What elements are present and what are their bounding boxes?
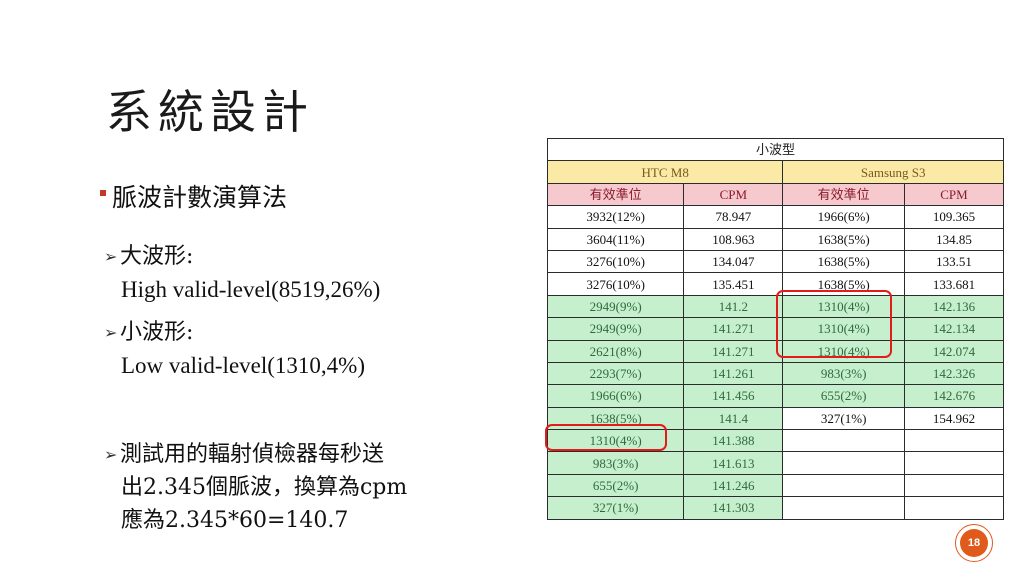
table-cell: 142.676: [903, 384, 1005, 408]
slide-title: 系統設計: [106, 85, 314, 139]
table-row: 2949(9%) 141.2 1310(4%) 142.136: [546, 294, 1005, 319]
table-cell: 141.271: [683, 339, 784, 363]
highlight-box-htc: [545, 424, 667, 451]
table-cell: 1638(5%): [782, 227, 905, 251]
table-cell: 1966(6%): [546, 384, 685, 408]
square-bullet-icon: [100, 190, 106, 196]
table-cell: [903, 451, 1005, 475]
table-cell: 141.388: [683, 429, 784, 453]
table-cell: 133.51: [903, 249, 1005, 274]
table-cell: 108.963: [683, 227, 784, 251]
note-line-3: 應為2.345*60=140.7: [121, 508, 349, 533]
table-cell: 983(3%): [546, 451, 685, 475]
page-number: 18: [960, 529, 988, 557]
bullet-list: 脈波計數演算法 ➢ 大波形: High valid-level(8519,26%…: [100, 178, 540, 537]
arrow-bullet-icon: ➢: [104, 445, 118, 464]
table-cell: 141.261: [683, 361, 784, 386]
table-cell: 3276(10%): [546, 249, 685, 274]
table-cell: 327(1%): [546, 496, 685, 520]
table-cell: 1966(6%): [782, 205, 905, 229]
table-cell: [782, 473, 905, 498]
table-cell: 3604(11%): [546, 227, 685, 251]
note-line-2: 出2.345個脈波，換算為cpm: [121, 475, 408, 500]
table-cell: [903, 429, 1005, 453]
small-wave-value: Low valid-level(1310,4%): [121, 353, 365, 378]
table-row: 3604(11%) 108.963 1638(5%) 134.85: [546, 227, 1005, 251]
table-cell: 655(2%): [546, 473, 685, 498]
column-header: 有效準位: [782, 182, 905, 207]
table-cell: 2949(9%): [546, 317, 685, 341]
device-samsung-s3: Samsung S3: [782, 160, 1004, 184]
highlight-box-samsung: [776, 290, 892, 358]
table-cell: 109.365: [903, 205, 1005, 229]
table-row: 2949(9%) 141.271 1310(4%) 142.134: [546, 317, 1005, 341]
bullet-main: 脈波計數演算法: [100, 178, 540, 214]
table-cell: 1310(4%): [782, 294, 905, 319]
table-cell: 78.947: [683, 205, 784, 229]
arrow-bullet-icon: ➢: [104, 323, 118, 342]
column-header: CPM: [903, 182, 1005, 207]
table-cell: [782, 451, 905, 475]
table-row: 1966(6%) 141.456 655(2%) 142.676: [546, 384, 1005, 408]
table-cell: [782, 496, 905, 520]
table-cell: 133.681: [903, 272, 1005, 296]
table-row: 3276(10%) 135.451 1638(5%) 133.681: [546, 272, 1005, 296]
bullet-small-wave: ➢ 小波形: Low valid-level(1310,4%): [104, 316, 540, 382]
column-header: CPM: [683, 182, 784, 207]
table-cell: 142.326: [903, 361, 1005, 386]
device-htc-m8: HTC M8: [546, 160, 784, 184]
table-cell: 141.2: [683, 294, 784, 319]
table-cell: 142.074: [903, 339, 1005, 363]
table-title: 小波型: [547, 137, 1004, 162]
big-wave-value: High valid-level(8519,26%): [121, 277, 381, 302]
table-cell: 134.85: [903, 227, 1005, 251]
table-cell: 135.451: [683, 272, 784, 296]
bullet-main-text: 脈波計數演算法: [112, 183, 288, 212]
note-line-1: 測試用的輻射偵檢器每秒送: [120, 442, 385, 467]
small-wave-label: 小波形:: [120, 320, 194, 345]
table-cell: 141.271: [683, 317, 784, 341]
results-table: 小波型 HTC M8 Samsung S3 有效準位 CPM 有效準位 CPM …: [546, 137, 1005, 520]
table-cell: 2949(9%): [546, 294, 685, 319]
table-cell: [903, 473, 1005, 498]
bullet-note: ➢ 測試用的輻射偵檢器每秒送 出2.345個脈波，換算為cpm 應為2.345*…: [104, 438, 540, 537]
table-cell: 141.246: [683, 473, 784, 498]
table-cell: 154.962: [903, 406, 1005, 431]
table-cell: 1310(4%): [546, 429, 685, 453]
page-number-badge: 18: [955, 524, 993, 562]
table-cell: 3276(10%): [546, 272, 685, 296]
table-cell: 141.303: [683, 496, 784, 520]
table-cell: 142.136: [903, 294, 1005, 319]
column-header: 有效準位: [546, 182, 685, 207]
bullet-big-wave: ➢ 大波形: High valid-level(8519,26%): [104, 240, 540, 306]
table-cell: 3932(12%): [546, 205, 685, 229]
table-cell: 327(1%): [782, 406, 905, 431]
table-cell: 983(3%): [782, 361, 905, 386]
table-cell: 142.134: [903, 317, 1005, 341]
table-row: 655(2%) 141.246: [546, 473, 1005, 498]
table-cell: [903, 496, 1005, 520]
table-cell: [782, 429, 905, 453]
table-row: 1310(4%) 141.388: [546, 429, 1005, 453]
table-row: 327(1%) 141.303: [546, 496, 1005, 520]
table-row: 3276(10%) 134.047 1638(5%) 133.51: [546, 249, 1005, 274]
table-cell: 2621(8%): [546, 339, 685, 363]
table-cell: 141.4: [683, 406, 784, 431]
arrow-bullet-icon: ➢: [104, 247, 118, 266]
table-row: 3932(12%) 78.947 1966(6%) 109.365: [546, 205, 1005, 229]
table-cell: 134.047: [683, 249, 784, 274]
table-row: 983(3%) 141.613: [546, 451, 1005, 475]
table-row: 2293(7%) 141.261 983(3%) 142.326: [546, 361, 1005, 386]
table-cell: 1310(4%): [782, 317, 905, 341]
table-cell: 141.613: [683, 451, 784, 475]
table-cell: 2293(7%): [546, 361, 685, 386]
table-cell: 1638(5%): [782, 249, 905, 274]
big-wave-label: 大波形:: [120, 244, 194, 269]
table-cell: 655(2%): [782, 384, 905, 408]
table-cell: 1638(5%): [782, 272, 905, 296]
table-cell: 141.456: [683, 384, 784, 408]
